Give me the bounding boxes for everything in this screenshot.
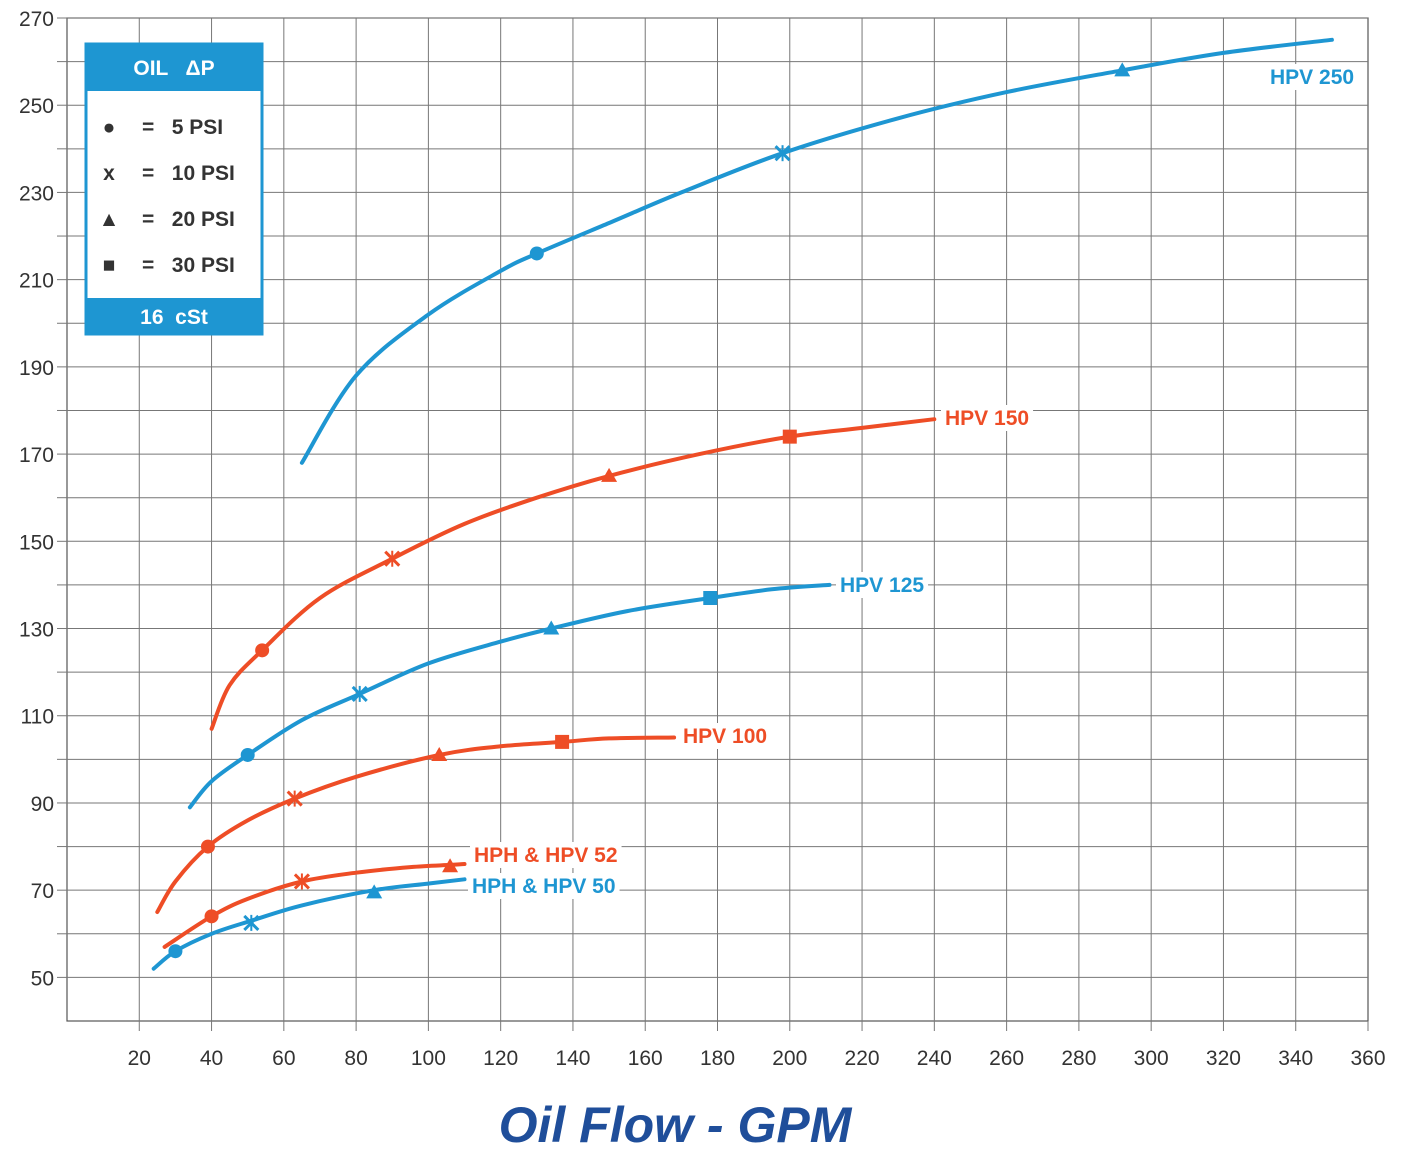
y-tick-label: 110 (21, 706, 54, 729)
series-label: HPV 150 (945, 407, 1029, 430)
x-axis-title: Oil Flow - GPM (499, 1097, 853, 1151)
x-tick-label: 340 (1278, 1047, 1313, 1070)
x-tick-label: 360 (1350, 1047, 1385, 1070)
x-tick-label: 100 (411, 1047, 446, 1070)
marker-triangle (431, 746, 448, 761)
x-tick-label: 200 (772, 1047, 807, 1070)
legend-marker-triangle: ▲ (99, 208, 120, 231)
x-tick-label: 320 (1206, 1047, 1241, 1070)
marker-circle (240, 747, 255, 762)
marker-triangle (366, 884, 383, 899)
legend: OIL ΔP 16 cSt ● = 5 PSI x = 10 PSI ▲ = 20 PSI ■ =… (84, 42, 264, 336)
legend-entry-label: = 5 PSI (142, 116, 223, 139)
marker-circle (200, 839, 215, 854)
marker-x (243, 914, 260, 931)
legend-header: OIL ΔP (133, 57, 214, 80)
marker-square (703, 590, 718, 605)
series-lines (151, 37, 1334, 971)
y-tick-label: 70 (31, 880, 54, 903)
series-hpv-150 (209, 417, 937, 731)
marker-square (555, 734, 570, 749)
y-tick-label: 210 (19, 270, 54, 293)
x-tick-label: 300 (1134, 1047, 1169, 1070)
axes: 20 40 60 80 100 120 140 160 180 200 220 240 260 280 30… (19, 8, 1386, 1070)
marker-triangle (601, 467, 618, 482)
y-tick-label: 250 (19, 95, 54, 118)
series-label-backing (679, 723, 772, 749)
marker-circle (204, 909, 219, 924)
marker-x (351, 685, 368, 702)
marker-x (286, 790, 303, 807)
legend-box (84, 42, 264, 336)
series-label-backing (836, 572, 929, 598)
marker-circle (168, 944, 183, 959)
legend-marker-x: x (103, 162, 115, 185)
legend-entry-label: = 20 PSI (142, 208, 235, 231)
y-tick-label: 270 (19, 8, 54, 31)
x-tick-label: 40 (200, 1047, 223, 1070)
x-tick-label: 160 (628, 1047, 663, 1070)
x-tick-label: 240 (917, 1047, 952, 1070)
series-label: HPH & HPV 52 (474, 844, 618, 867)
marker-circle (529, 246, 544, 261)
x-tick-label: 140 (555, 1047, 590, 1070)
series-label-backing (468, 873, 620, 899)
marker-circle (255, 643, 270, 658)
y-tick-label: 170 (19, 444, 54, 467)
x-tick-label: 80 (344, 1047, 367, 1070)
legend-marker-square: ■ (103, 254, 116, 277)
series-hph-hpv-50 (151, 877, 467, 971)
marker-triangle (442, 858, 459, 873)
marker-x (384, 550, 401, 567)
legend-entry-label: = 30 PSI (142, 254, 235, 277)
x-tick-label: 260 (989, 1047, 1024, 1070)
series-line (155, 735, 677, 914)
legend-footer: 16 cSt (140, 306, 208, 329)
series-label: HPV 100 (683, 725, 767, 748)
marker-x (774, 145, 791, 162)
y-tick-label: 150 (19, 531, 54, 554)
x-tick-label: 60 (272, 1047, 295, 1070)
series-label: HPV 125 (840, 574, 924, 597)
x-tick-label: 120 (483, 1047, 518, 1070)
series-hpv-100 (155, 734, 677, 914)
x-tick-label: 180 (700, 1047, 735, 1070)
y-tick-label: 130 (19, 619, 54, 642)
series-label-backing (941, 405, 1034, 431)
series-label-backing (470, 842, 622, 868)
series-line (299, 37, 1334, 465)
legend-marker-circle: ● (103, 116, 116, 139)
x-tick-label: 280 (1061, 1047, 1096, 1070)
marker-triangle (543, 620, 560, 635)
x-tick-label: 20 (128, 1047, 151, 1070)
legend-header-band (86, 44, 262, 91)
series-hpv-250 (299, 37, 1334, 465)
series-hpv-125 (187, 582, 832, 810)
series-label: HPH & HPV 50 (472, 875, 616, 898)
legend-footer-band (86, 298, 262, 334)
marker-triangle (1114, 62, 1131, 77)
series-labels: HPV 250 HPV 150 HPV 125 HPV 100 HPH & HPV 52… (468, 64, 1359, 899)
marker-square (782, 429, 797, 444)
y-tick-label: 230 (19, 182, 54, 205)
marker-x (293, 873, 310, 890)
legend-entry-label: = 10 PSI (142, 162, 235, 185)
y-tick-label: 190 (19, 357, 54, 380)
series-hph-hpv-52 (162, 858, 467, 949)
y-tick-label: 50 (31, 967, 54, 990)
y-tick-label: 90 (31, 793, 54, 816)
x-tick-label: 220 (845, 1047, 880, 1070)
series-label: HPV 250 (1270, 66, 1354, 89)
series-line (187, 582, 832, 810)
series-label-backing (1266, 64, 1359, 90)
grid (66, 17, 1369, 1022)
